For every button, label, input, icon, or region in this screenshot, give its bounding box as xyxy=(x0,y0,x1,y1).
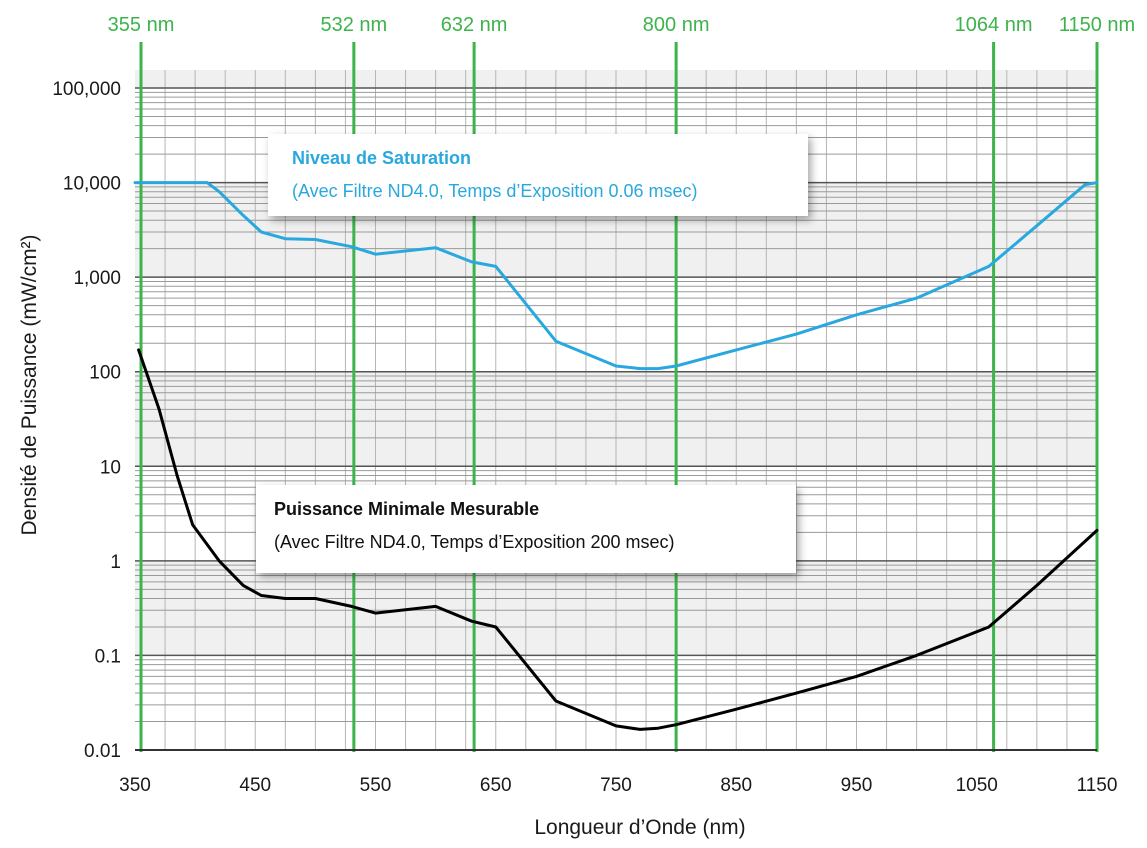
data-series xyxy=(133,181,1099,731)
reference-label-800: 800 nm xyxy=(643,14,710,36)
saturation-note: (Avec Filtre ND4.0, Temps d’Exposition 0… xyxy=(292,181,698,201)
minimum-power-title: Puissance Minimale Mesurable xyxy=(274,499,540,519)
series-line-1 xyxy=(137,348,1099,731)
y-axis-title: Densité de Puissance (mW/cm²) xyxy=(18,234,41,535)
series-line-0 xyxy=(133,181,1099,371)
saturation-annotation: Niveau de Saturation (Avec Filtre ND4.0,… xyxy=(268,134,808,216)
reference-label-632: 632 nm xyxy=(441,14,508,36)
x-tick-label: 450 xyxy=(239,775,271,796)
reference-label-532: 532 nm xyxy=(320,14,387,36)
y-tick-label: 0.1 xyxy=(95,646,121,667)
x-tick-label: 850 xyxy=(720,775,752,796)
x-tick-label: 1050 xyxy=(956,775,998,796)
y-tick-label: 10 xyxy=(100,457,121,478)
reference-label-355: 355 nm xyxy=(108,14,175,36)
saturation-title: Niveau de Saturation xyxy=(292,148,472,168)
x-tick-label: 550 xyxy=(360,775,392,796)
x-tick-label: 950 xyxy=(841,775,873,796)
x-tick-label: 750 xyxy=(600,775,632,796)
y-tick-label: 1,000 xyxy=(73,268,121,289)
reference-wavelength-lines: 355 nm 532 nm 632 nm 800 nm 1064 nm 1150 nm xyxy=(108,14,1135,752)
y-tick-label: 1 xyxy=(110,552,121,573)
minimum-power-note: (Avec Filtre ND4.0, Temps d’Exposition 2… xyxy=(274,532,675,552)
y-tick-label: 100,000 xyxy=(52,79,121,100)
y-tick-label: 0.01 xyxy=(84,741,121,762)
y-tick-label: 10,000 xyxy=(63,174,121,195)
x-axis-title: Longueur d’Onde (nm) xyxy=(534,816,745,839)
reference-label-1064: 1064 nm xyxy=(955,14,1033,36)
x-tick-label: 350 xyxy=(119,775,151,796)
x-tick-label: 650 xyxy=(480,775,512,796)
minimum-power-annotation: Puissance Minimale Mesurable (Avec Filtr… xyxy=(256,485,796,573)
x-tick-label: 1150 xyxy=(1077,775,1118,796)
y-tick-label: 100 xyxy=(89,363,121,384)
reference-label-1150: 1150 nm xyxy=(1059,14,1135,36)
tick-labels: 350 450 550 650 750 850 950 1050 1150 0.01 0.1 1 10 1… xyxy=(52,79,1117,796)
